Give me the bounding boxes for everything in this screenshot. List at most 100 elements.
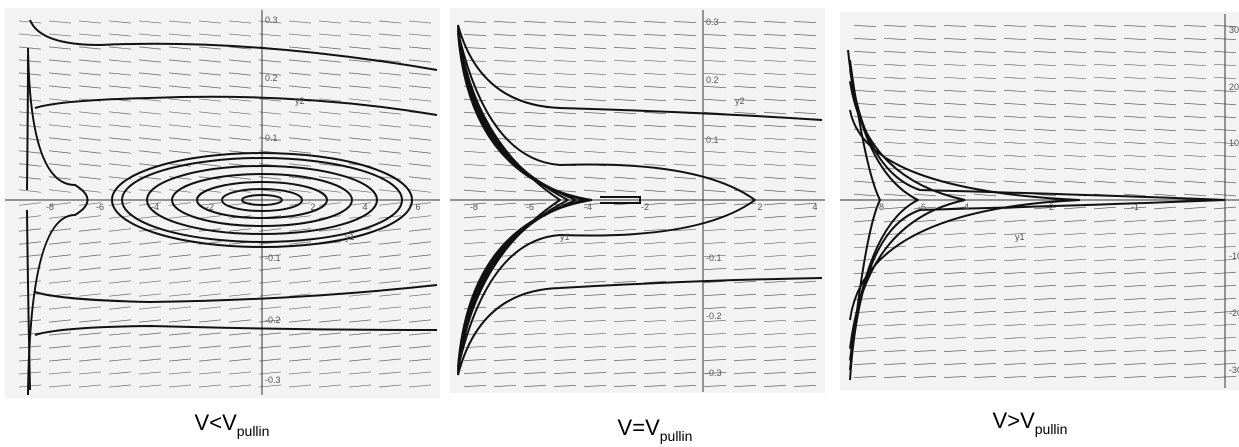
field-arrow — [1153, 141, 1177, 145]
field-arrow — [943, 154, 967, 158]
field-arrow — [138, 98, 162, 102]
field-arrow — [523, 189, 547, 193]
field-arrow — [853, 25, 877, 27]
field-arrow — [1003, 115, 1027, 119]
field-arrow — [48, 111, 72, 115]
field-arrow — [763, 150, 787, 154]
field-arrow — [108, 371, 132, 375]
field-arrow — [913, 38, 937, 40]
field-arrow — [583, 124, 607, 128]
field-arrow — [733, 202, 757, 206]
field-arrow — [348, 85, 372, 89]
field-arrow — [613, 358, 637, 362]
field-arrow — [853, 154, 877, 158]
field-arrow — [613, 228, 637, 232]
field-arrow — [673, 267, 697, 271]
field-arrow — [1153, 349, 1177, 353]
field-arrow — [523, 332, 547, 336]
field-arrow — [1183, 363, 1207, 365]
y-tick-label: -0.3 — [706, 368, 722, 378]
orbit — [171, 173, 353, 227]
field-arrow — [78, 371, 102, 375]
field-arrow — [18, 267, 42, 271]
field-arrow — [733, 241, 757, 245]
x-tick-label: -6 — [918, 202, 926, 212]
field-arrow — [493, 345, 517, 349]
field-arrow — [463, 358, 487, 362]
field-arrow — [1093, 376, 1117, 378]
field-arrow — [1183, 258, 1207, 262]
field-arrow — [1183, 310, 1207, 314]
field-arrow — [643, 332, 667, 336]
field-arrow — [1123, 284, 1147, 288]
field-arrow — [288, 72, 312, 76]
field-arrow — [733, 319, 757, 323]
field-arrow — [1093, 128, 1117, 132]
field-arrow — [318, 124, 342, 128]
field-arrow — [288, 254, 312, 258]
field-arrow — [1093, 284, 1117, 288]
x-tick-label: -1 — [1131, 202, 1139, 212]
field-arrow — [288, 111, 312, 115]
field-arrow — [168, 98, 192, 102]
field-arrow — [973, 271, 997, 275]
field-arrow — [733, 306, 757, 310]
x-tick-label: -6 — [96, 202, 104, 212]
field-arrow — [1183, 89, 1207, 93]
field-arrow — [1063, 206, 1087, 210]
x-tick-label: 4 — [812, 202, 817, 212]
field-arrow — [1063, 232, 1087, 236]
field-arrow — [703, 385, 727, 387]
field-arrow — [583, 306, 607, 310]
field-arrow — [553, 358, 577, 362]
field-arrow — [463, 267, 487, 271]
field-arrow — [733, 98, 757, 102]
field-arrow — [523, 98, 547, 102]
field-arrow — [973, 115, 997, 119]
field-arrow — [48, 176, 72, 180]
field-arrow — [913, 258, 937, 262]
y-tick-label: -0.2 — [265, 315, 281, 325]
field-arrow — [673, 215, 697, 219]
y-tick-label: -0.3 — [265, 375, 281, 385]
field-arrow — [288, 319, 312, 323]
field-arrow — [348, 306, 372, 310]
field-arrow — [228, 384, 252, 388]
field-arrow — [763, 345, 787, 349]
field-arrow — [288, 215, 312, 219]
field-arrow — [228, 306, 252, 310]
field-arrow — [913, 115, 937, 119]
field-arrow — [553, 72, 577, 76]
field-arrow — [228, 332, 252, 336]
field-arrow — [943, 193, 967, 197]
caption-sub: pullin — [1035, 421, 1068, 437]
field-arrow — [1063, 180, 1087, 184]
field-arrow — [1123, 363, 1147, 365]
y-tick-label: -30 — [1229, 365, 1239, 375]
y-tick-label: 30 — [1229, 25, 1239, 35]
field-arrow — [18, 306, 42, 310]
field-arrow — [853, 245, 877, 249]
field-arrow — [78, 85, 102, 89]
field-arrow — [613, 85, 637, 89]
field-arrow — [228, 176, 252, 180]
field-arrow — [553, 137, 577, 141]
field-arrow — [583, 85, 607, 89]
field-arrow — [288, 280, 312, 284]
field-arrow — [378, 254, 402, 258]
field-arrow — [793, 345, 817, 349]
field-arrow — [793, 267, 817, 271]
field-arrow — [258, 345, 282, 349]
field-arrow — [48, 371, 72, 375]
field-arrow — [793, 98, 817, 102]
field-arrow — [228, 254, 252, 258]
field-arrow — [523, 228, 547, 232]
field-arrow — [673, 189, 697, 193]
field-arrow — [1183, 38, 1207, 40]
field-arrow — [318, 306, 342, 310]
field-arrow — [733, 228, 757, 232]
field-arrow — [883, 336, 907, 340]
field-arrow — [1003, 102, 1027, 106]
field-arrow — [973, 167, 997, 171]
field-arrow — [288, 371, 312, 375]
